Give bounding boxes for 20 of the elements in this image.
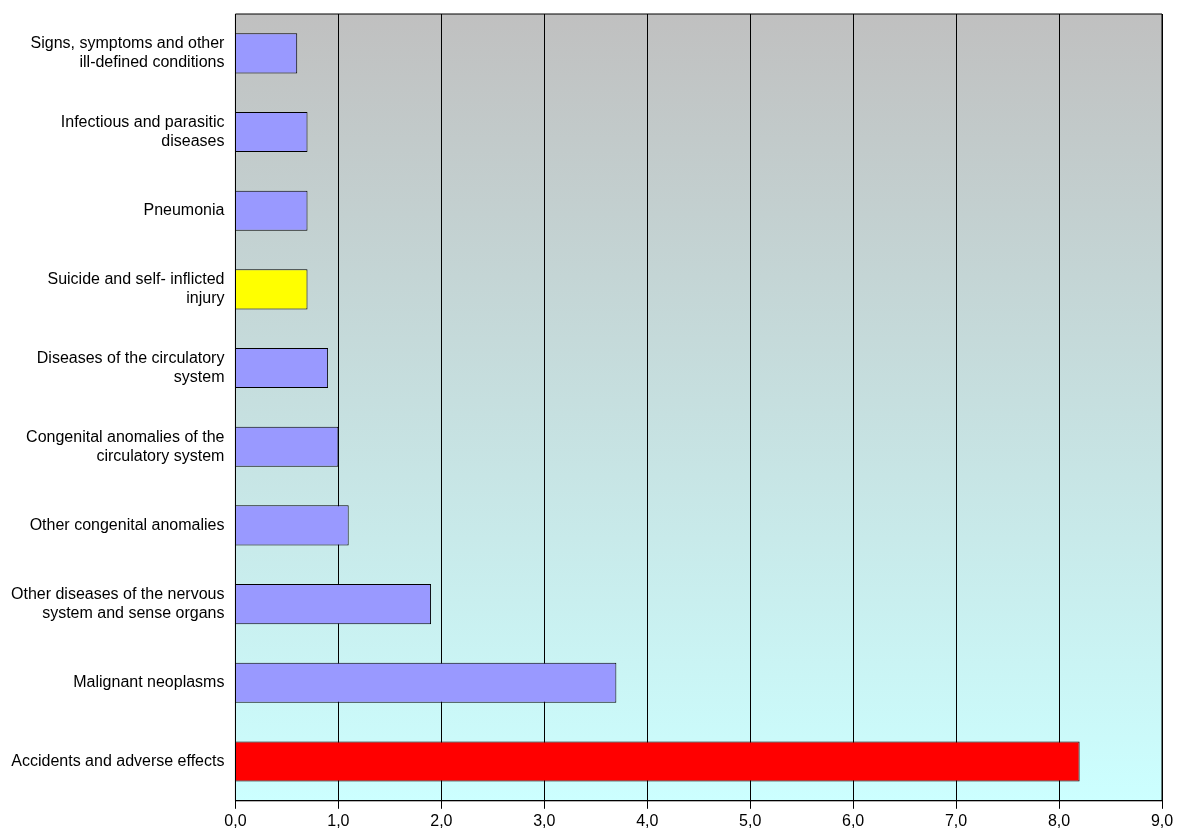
y-tick-label: Signs, symptoms and other ill-defined conditions xyxy=(30,34,226,71)
x-tick-label: 6,0 xyxy=(842,811,865,829)
y-tick-label: Other diseases of the nervous system and sense organs xyxy=(11,584,225,622)
x-tick-label: 3,0 xyxy=(533,811,556,829)
x-tick-label: 7,0 xyxy=(944,811,968,829)
x-tick-label: 8,0 xyxy=(1047,811,1071,829)
x-tick-label: 0,0 xyxy=(224,811,247,829)
y-tick-label: Malignant neoplasms xyxy=(73,673,225,691)
y-tick-label: Suicide and self- inflicted injury xyxy=(47,270,225,307)
x-tick-label: 2,0 xyxy=(430,811,453,829)
x-tick-label: 1,0 xyxy=(327,811,350,829)
y-tick-label: Other congenital anomalies xyxy=(29,515,225,533)
x-tick-label: 9,0 xyxy=(1150,811,1174,829)
y-tick-label: Accidents and adverse effects xyxy=(11,751,225,769)
x-tick-label: 4,0 xyxy=(636,811,659,829)
y-tick-label: Congenital anomalies of the circulatory system xyxy=(26,427,225,464)
y-tick-label: Pneumonia xyxy=(143,201,225,219)
y-tick-label: Diseases of the circulatory system xyxy=(36,348,225,386)
y-tick-label: Infectious and parasitic diseases xyxy=(60,112,225,150)
x-tick-label: 5,0 xyxy=(739,811,762,829)
